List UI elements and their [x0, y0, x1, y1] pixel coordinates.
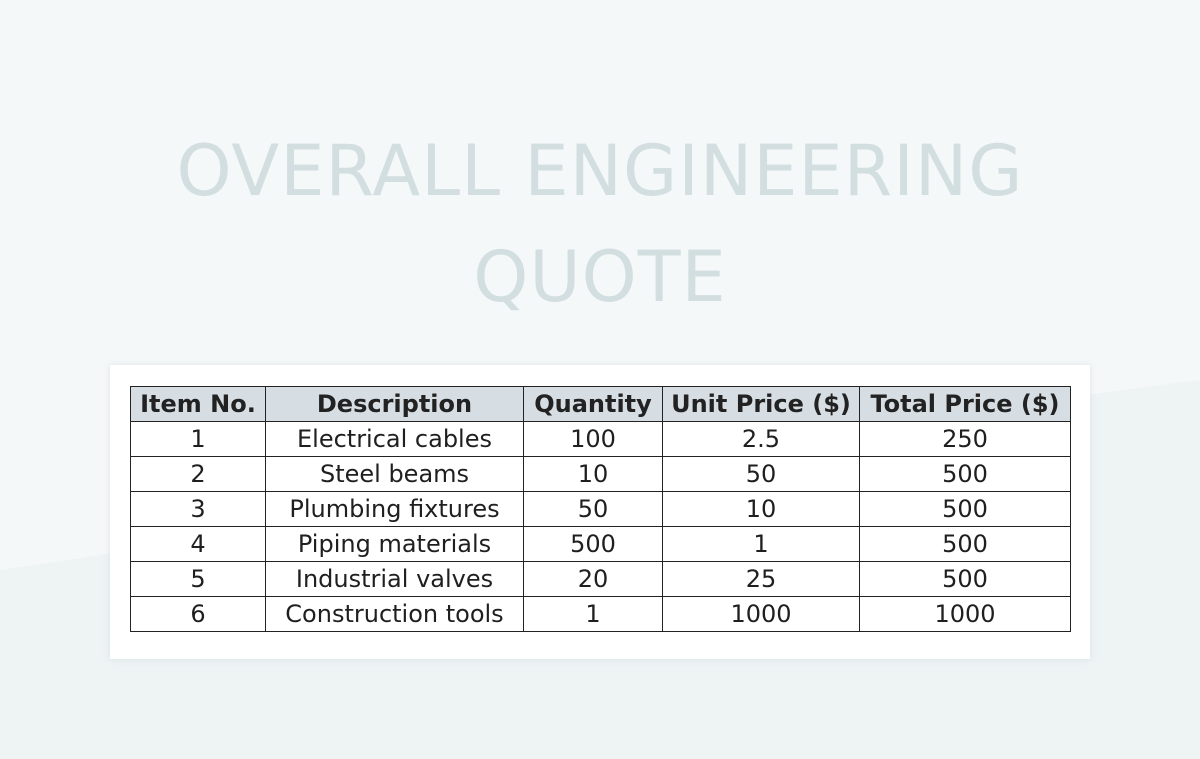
- table-row: 5 Industrial valves 20 25 500: [130, 561, 1071, 597]
- header-description: Description: [265, 386, 524, 422]
- cell-description: Plumbing fixtures: [265, 491, 524, 527]
- cell-quantity: 1: [523, 596, 663, 632]
- header-unit-price: Unit Price ($): [662, 386, 860, 422]
- page-title-line-1: OVERALL ENGINEERING: [176, 130, 1024, 212]
- cell-item-no: 4: [130, 526, 266, 562]
- cell-quantity: 50: [523, 491, 663, 527]
- cell-unit-price: 10: [662, 491, 860, 527]
- table-header-row: Item No. Description Quantity Unit Price…: [130, 386, 1071, 422]
- cell-description: Piping materials: [265, 526, 524, 562]
- cell-description: Construction tools: [265, 596, 524, 632]
- cell-quantity: 500: [523, 526, 663, 562]
- cell-total-price: 250: [859, 421, 1071, 457]
- table-row: 4 Piping materials 500 1 500: [130, 526, 1071, 562]
- table-row: 1 Electrical cables 100 2.5 250: [130, 421, 1071, 457]
- header-item-no: Item No.: [130, 386, 266, 422]
- cell-total-price: 500: [859, 456, 1071, 492]
- cell-item-no: 6: [130, 596, 266, 632]
- table-row: 6 Construction tools 1 1000 1000: [130, 596, 1071, 632]
- cell-item-no: 1: [130, 421, 266, 457]
- page-title-line-2: QUOTE: [473, 236, 727, 318]
- cell-total-price: 500: [859, 491, 1071, 527]
- cell-total-price: 1000: [859, 596, 1071, 632]
- cell-item-no: 2: [130, 456, 266, 492]
- cell-unit-price: 2.5: [662, 421, 860, 457]
- cell-total-price: 500: [859, 561, 1071, 597]
- table-row: 2 Steel beams 10 50 500: [130, 456, 1071, 492]
- quote-table: Item No. Description Quantity Unit Price…: [130, 386, 1071, 632]
- cell-unit-price: 1: [662, 526, 860, 562]
- cell-item-no: 3: [130, 491, 266, 527]
- cell-unit-price: 25: [662, 561, 860, 597]
- table-row: 3 Plumbing fixtures 50 10 500: [130, 491, 1071, 527]
- cell-quantity: 100: [523, 421, 663, 457]
- cell-description: Steel beams: [265, 456, 524, 492]
- cell-unit-price: 50: [662, 456, 860, 492]
- cell-description: Electrical cables: [265, 421, 524, 457]
- header-total-price: Total Price ($): [859, 386, 1071, 422]
- cell-quantity: 20: [523, 561, 663, 597]
- cell-item-no: 5: [130, 561, 266, 597]
- cell-quantity: 10: [523, 456, 663, 492]
- quote-card: Item No. Description Quantity Unit Price…: [110, 365, 1090, 659]
- page-title: OVERALL ENGINEERING QUOTE: [0, 118, 1200, 330]
- header-quantity: Quantity: [523, 386, 663, 422]
- cell-unit-price: 1000: [662, 596, 860, 632]
- cell-total-price: 500: [859, 526, 1071, 562]
- cell-description: Industrial valves: [265, 561, 524, 597]
